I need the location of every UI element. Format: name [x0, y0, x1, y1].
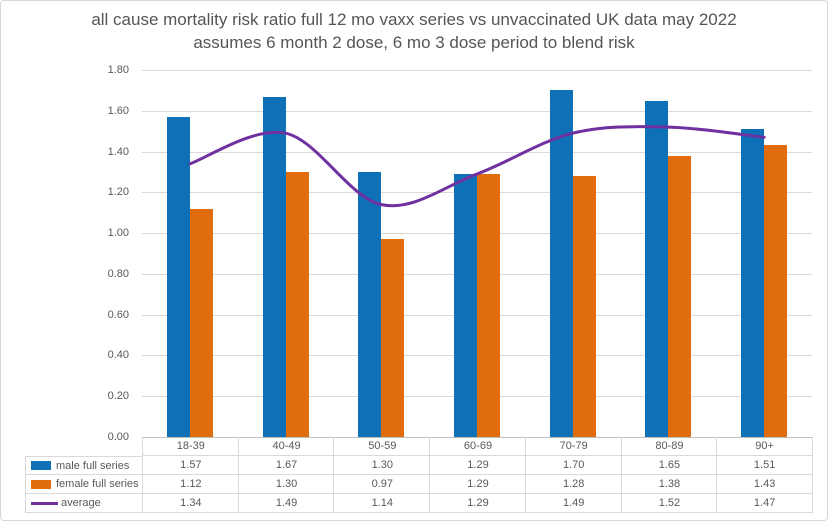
y-axis-label: 0.80: [107, 267, 129, 280]
table-value: 1.30: [333, 456, 431, 475]
legend-swatch-female-full-series: [31, 479, 51, 489]
y-axis-label: 0.00: [107, 431, 129, 443]
table-value: 0.97: [333, 475, 431, 494]
table-value: 1.38: [620, 475, 718, 494]
table-value: 1.28: [524, 475, 622, 494]
legend-label: female full series: [56, 478, 139, 490]
bar-female-80-89: [668, 155, 692, 437]
table-category-18-39: 18-39: [142, 437, 239, 456]
chart-title-line1: all cause mortality risk ratio full 12 m…: [91, 10, 737, 29]
legend-item-female-full-series: female full series: [25, 475, 143, 494]
bar-female-40-49: [285, 171, 309, 437]
legend-swatch-male-full-series: [31, 461, 51, 470]
bar-female-60-69: [477, 173, 500, 437]
bar-female-90+: [764, 145, 788, 437]
table-value: 1.51: [716, 456, 813, 475]
y-axis-label: 0.20: [107, 390, 129, 403]
bar-male-50-59: [358, 171, 382, 437]
bar-female-70-79: [572, 176, 596, 437]
table-category-60-69: 60-69: [429, 437, 526, 456]
table-value: 1.43: [716, 475, 813, 494]
gridline: [142, 70, 812, 71]
table-value: 1.34: [142, 494, 239, 513]
table-category-80-89: 80-89: [620, 437, 718, 456]
legend-label: male full series: [56, 459, 130, 472]
y-axis-label: 1.60: [107, 104, 129, 117]
table-category-70-79: 70-79: [524, 437, 622, 456]
table-value: 1.30: [237, 475, 335, 494]
table-category-50-59: 50-59: [333, 437, 431, 456]
gridline: [142, 110, 812, 112]
legend-swatch-average: [31, 501, 58, 505]
table-value: 1.57: [142, 456, 239, 475]
bar-male-60-69: [454, 173, 477, 437]
y-axis-label: 1.20: [107, 186, 129, 199]
table-category-40-49: 40-49: [237, 437, 335, 456]
table-value: 1.29: [429, 494, 526, 513]
table-value: 1.29: [429, 475, 526, 494]
y-axis-label: 1.40: [107, 145, 129, 158]
table-value: 1.14: [333, 494, 431, 513]
table-value: 1.70: [524, 456, 622, 475]
x-axis-line: [142, 437, 812, 438]
legend-item-average: average: [25, 494, 143, 513]
y-axis-label: 0.60: [107, 308, 129, 321]
table-category-90+: 90+: [716, 437, 813, 456]
chart-title-line2: assumes 6 month 2 dose, 6 mo 3 dose peri…: [193, 33, 635, 52]
legend-label: average: [61, 497, 101, 509]
y-axis-label: 1.00: [107, 227, 129, 240]
y-axis-label: 1.80: [107, 64, 129, 76]
bar-female-18-39: [189, 208, 213, 437]
y-axis-label: 0.40: [107, 349, 129, 362]
table-value: 1.65: [620, 456, 718, 475]
table-value: 1.49: [237, 494, 335, 513]
table-value: 1.52: [620, 494, 718, 513]
table-value: 1.12: [142, 475, 239, 494]
table-value: 1.29: [429, 456, 526, 475]
chart-title: all cause mortality risk ratio full 12 m…: [1, 8, 827, 54]
table-value: 1.49: [524, 494, 622, 513]
bar-female-50-59: [381, 239, 405, 437]
bar-male-18-39: [166, 116, 190, 437]
table-value: 1.67: [237, 456, 335, 475]
legend-item-male-full-series: male full series: [25, 456, 143, 475]
table-value: 1.47: [716, 494, 813, 513]
